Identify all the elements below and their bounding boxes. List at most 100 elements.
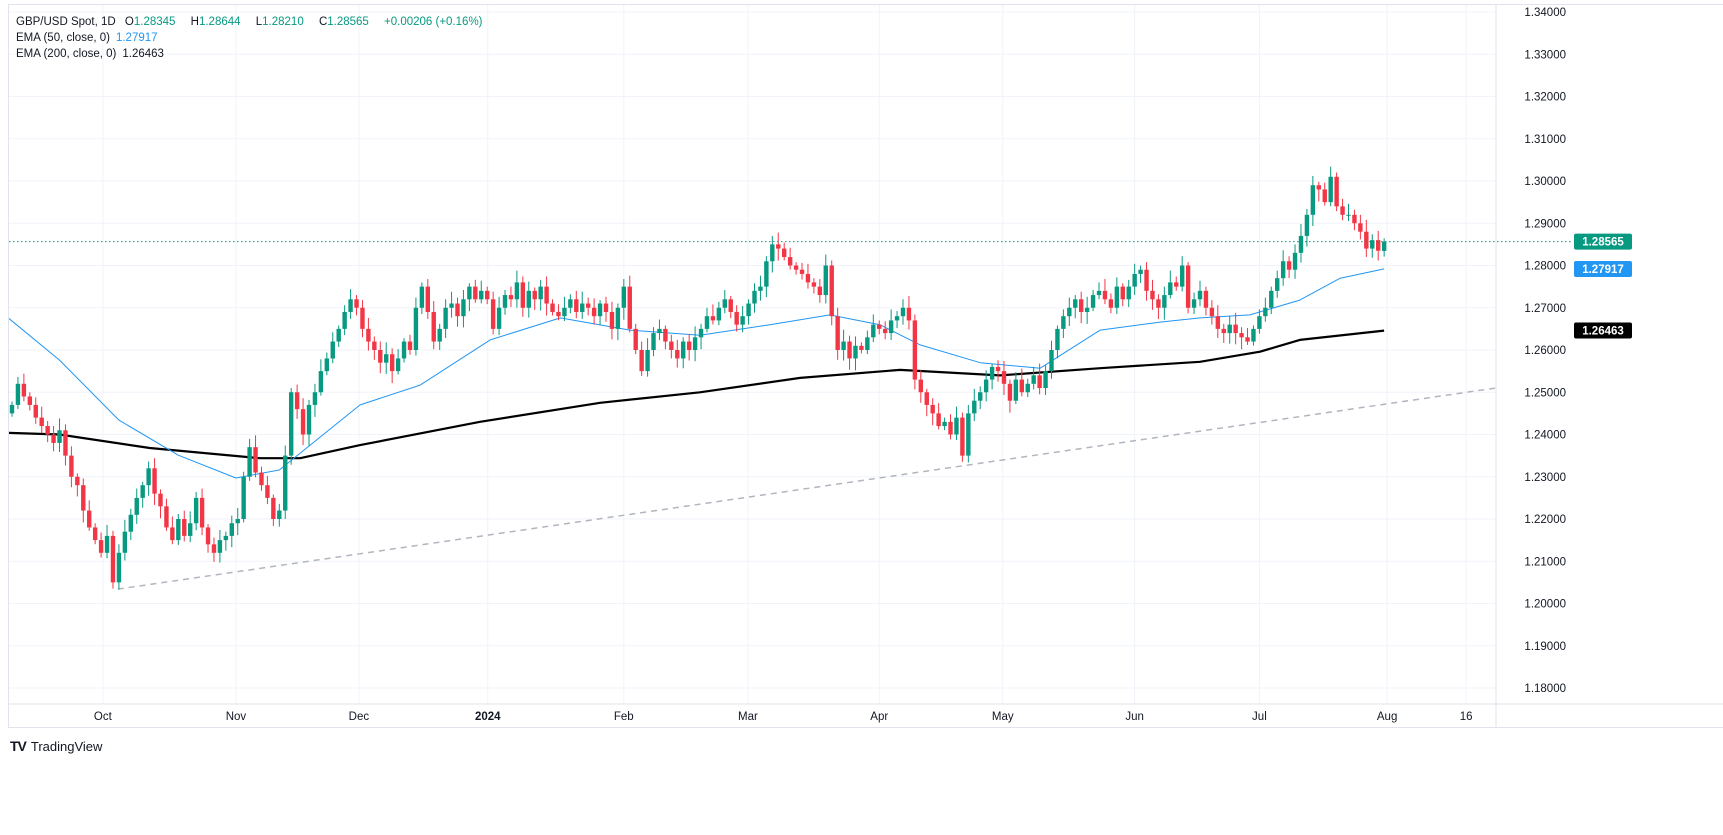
candle-body [1126, 286, 1131, 300]
candle-body [829, 265, 834, 317]
candle-body [389, 354, 395, 372]
candle-up [983, 370, 989, 402]
candle-body [645, 350, 650, 372]
last-price-price-label: 1.28565 [1582, 237, 1624, 249]
candle-body [277, 510, 282, 519]
candle-body [1221, 328, 1226, 334]
candle-body [888, 320, 894, 334]
candle-down [259, 466, 264, 491]
candle-up [871, 314, 876, 343]
candle-up [467, 283, 472, 312]
candle-up [1251, 325, 1256, 346]
candle-up [1049, 340, 1054, 379]
candle-down [1215, 305, 1221, 338]
candle-body [419, 286, 425, 308]
candle-body [1168, 282, 1173, 296]
candle-body [556, 311, 561, 317]
candle-body [591, 307, 597, 317]
candle-down [669, 334, 674, 359]
candle-down [199, 488, 205, 536]
candle-down [948, 414, 953, 440]
candle-body [1061, 316, 1066, 329]
candle-down [1007, 379, 1013, 413]
candle-down [1239, 327, 1244, 350]
candle-up [746, 299, 751, 325]
candle-down [205, 524, 211, 553]
candle-body [1275, 278, 1280, 291]
legend-ema50[interactable]: EMA (50, close, 0) 1.27917 [16, 31, 164, 46]
candle-up [1096, 282, 1102, 300]
legend-ema200[interactable]: EMA (200, close, 0) 1.26463 [16, 47, 170, 62]
candle-body [912, 320, 918, 380]
candle-body [983, 379, 989, 393]
candle-body [597, 303, 603, 317]
candle-body [211, 544, 217, 553]
candle-body [479, 290, 484, 300]
close-value: 1.28565 [327, 16, 369, 28]
candle-body [217, 540, 223, 553]
candle-body [1001, 371, 1007, 384]
candle-down [793, 262, 799, 275]
candle-body [1215, 316, 1221, 329]
candle-down [882, 321, 888, 340]
candle-body [1340, 206, 1345, 215]
candle-body [1280, 261, 1286, 279]
candle-body [692, 337, 698, 350]
candle-up [526, 281, 531, 318]
candle-down [425, 279, 430, 319]
candle-down [782, 242, 787, 261]
candle-body [859, 345, 864, 350]
candle-body [461, 299, 466, 317]
candle-body [158, 493, 163, 507]
candle-down [1203, 286, 1209, 316]
candle-body [1156, 299, 1161, 308]
candle-body [681, 341, 686, 359]
candle-down [265, 475, 270, 505]
candle-body [176, 519, 181, 541]
candle-up [764, 256, 769, 298]
candle-down [182, 510, 187, 542]
ema200-value: 1.26463 [122, 48, 164, 60]
symbol-label[interactable]: GBP/USD Spot, 1D [16, 16, 116, 28]
candle-down [847, 335, 852, 370]
candle-body [1328, 176, 1333, 203]
candle-up [681, 337, 686, 369]
candle-up [176, 513, 181, 545]
candle-body [1370, 240, 1375, 249]
candle-body [942, 421, 947, 427]
candle-body [776, 244, 781, 249]
y-tick-label: 1.21000 [1524, 556, 1566, 568]
close-label: C [318, 16, 328, 28]
candle-body [1174, 282, 1179, 287]
candle-up [740, 306, 745, 333]
candle-down [490, 291, 496, 335]
candle-body [966, 413, 971, 456]
candle-up [1269, 286, 1274, 314]
candle-down [603, 296, 609, 322]
candle-up [241, 471, 246, 523]
candle-down [1019, 368, 1024, 397]
candle-body [532, 290, 537, 300]
candle-body [45, 426, 50, 435]
plot-area [9, 166, 1496, 590]
candle-body [1352, 214, 1357, 224]
candle-down [389, 348, 395, 384]
candle-up [989, 363, 995, 390]
candle-down [520, 276, 526, 317]
candle-body [811, 282, 817, 287]
candle-up [1043, 365, 1048, 395]
candle-down [686, 333, 692, 361]
candle-body [1185, 265, 1191, 308]
candle-body [330, 341, 335, 359]
candle-up [449, 291, 454, 318]
candle-body [746, 303, 751, 317]
candle-down [1245, 328, 1250, 345]
candle-body [871, 324, 876, 338]
x-tick-label: May [992, 711, 1014, 723]
tradingview-logo[interactable]: TV TradingView [10, 738, 102, 754]
y-tick-label: 1.29000 [1524, 218, 1566, 230]
candle-up [395, 349, 401, 375]
candle-up [1197, 280, 1203, 307]
candle-body [633, 328, 638, 350]
